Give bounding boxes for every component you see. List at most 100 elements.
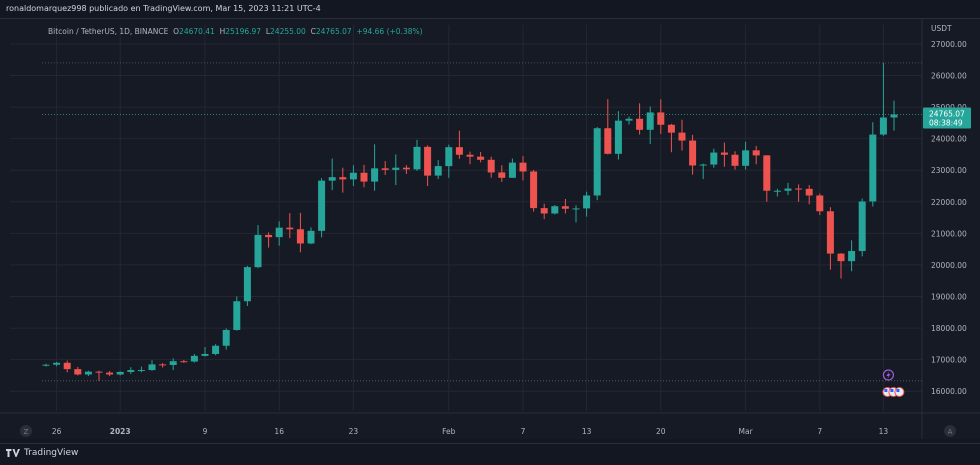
candle-body[interactable]	[190, 355, 198, 362]
candle-body[interactable]	[720, 152, 728, 155]
candle-body[interactable]	[858, 201, 866, 252]
x-tick-label: 20	[656, 427, 666, 436]
countdown-label: 08:38:49	[929, 119, 963, 128]
candle-body[interactable]	[243, 267, 251, 302]
candle-body[interactable]	[127, 370, 135, 372]
auto-scale-button-left[interactable]	[20, 425, 32, 437]
candle-body[interactable]	[498, 172, 506, 178]
candle-body[interactable]	[795, 188, 803, 190]
candle-body[interactable]	[328, 177, 336, 181]
chart-area[interactable]: 27000.0026000.0025000.0024000.0023000.00…	[0, 18, 980, 439]
candle-body[interactable]	[116, 371, 124, 375]
candle-body[interactable]	[879, 117, 887, 135]
currency-label: USDT	[931, 24, 952, 33]
candle-body[interactable]	[519, 162, 527, 172]
candle-body[interactable]	[371, 168, 379, 182]
candle-body[interactable]	[837, 253, 845, 262]
candle-body[interactable]	[826, 211, 834, 254]
candle-body[interactable]	[604, 128, 612, 154]
candle-body[interactable]	[222, 329, 230, 346]
candle-body[interactable]	[742, 150, 750, 166]
candle-body[interactable]	[466, 154, 474, 157]
auto-scale-button-right[interactable]	[944, 425, 956, 437]
candle-body[interactable]	[508, 162, 516, 178]
candle-body[interactable]	[349, 172, 357, 180]
candle-body[interactable]	[212, 345, 220, 354]
candle-body[interactable]	[53, 362, 61, 365]
candle-body[interactable]	[84, 371, 92, 375]
y-tick-label: 20000.00	[931, 261, 967, 270]
y-tick-label: 23000.00	[931, 166, 967, 175]
candle-body[interactable]	[180, 361, 188, 363]
plot-background	[0, 19, 980, 439]
candle-body[interactable]	[42, 364, 50, 366]
candle-body[interactable]	[593, 128, 601, 196]
candle-body[interactable]	[434, 166, 442, 176]
candle-body[interactable]	[63, 362, 71, 370]
candle-body[interactable]	[646, 112, 654, 130]
candle-body[interactable]	[201, 353, 209, 356]
candle-body[interactable]	[286, 227, 294, 230]
candle-body[interactable]	[678, 132, 686, 141]
candle-body[interactable]	[487, 159, 495, 173]
candle-body[interactable]	[561, 206, 569, 209]
candle-body[interactable]	[307, 230, 315, 244]
candle-body[interactable]	[413, 146, 421, 170]
candle-body[interactable]	[540, 208, 548, 214]
candlestick-chart[interactable]: 27000.0026000.0025000.0024000.0023000.00…	[0, 19, 980, 439]
candle-body[interactable]	[392, 167, 400, 170]
candle-body[interactable]	[95, 371, 103, 373]
candle-body[interactable]	[530, 171, 538, 209]
candle-body[interactable]	[169, 361, 177, 366]
symbol-legend: Bitcoin / TetherUS, 1D, BINANCE O24670.4…	[48, 27, 423, 36]
candle-body[interactable]	[763, 155, 771, 191]
tradingview-logo: TradingView	[6, 448, 78, 458]
candle-body[interactable]	[445, 147, 453, 167]
candle-body[interactable]	[318, 180, 326, 231]
candle-body[interactable]	[106, 372, 114, 375]
candle-body[interactable]	[148, 364, 156, 371]
candle-body[interactable]	[890, 114, 898, 118]
candle-body[interactable]	[572, 208, 580, 210]
candle-body[interactable]	[636, 118, 644, 130]
candle-body[interactable]	[710, 152, 718, 165]
candle-body[interactable]	[848, 251, 856, 262]
x-tick-label: 23	[349, 427, 359, 436]
us-flag-icon-canton	[884, 389, 888, 392]
candle-body[interactable]	[424, 146, 432, 176]
candle-body[interactable]	[455, 147, 463, 155]
candle-body[interactable]	[275, 227, 283, 238]
candle-body[interactable]	[805, 188, 813, 196]
candle-body[interactable]	[773, 190, 781, 192]
low-value: 24255.00	[270, 27, 306, 36]
candle-body[interactable]	[816, 195, 824, 212]
candle-body[interactable]	[233, 301, 241, 330]
candle-body[interactable]	[667, 124, 675, 133]
candle-body[interactable]	[752, 150, 760, 156]
lightning-icon-glyph	[886, 371, 891, 379]
candle-body[interactable]	[477, 156, 485, 160]
candle-body[interactable]	[869, 134, 877, 202]
candle-body[interactable]	[254, 234, 262, 268]
candle-body[interactable]	[265, 234, 273, 238]
candle-body[interactable]	[614, 120, 622, 154]
candle-body[interactable]	[137, 370, 145, 372]
candle-body[interactable]	[689, 140, 697, 166]
candle-body[interactable]	[657, 112, 665, 125]
candle-body[interactable]	[731, 154, 739, 166]
candle-body[interactable]	[360, 172, 368, 182]
candle-body[interactable]	[381, 168, 389, 170]
candle-body[interactable]	[296, 229, 304, 244]
candle-body[interactable]	[583, 195, 591, 209]
candle-body[interactable]	[784, 188, 792, 191]
lightning-icon[interactable]	[882, 369, 895, 381]
us-flag-icon-canton	[896, 389, 900, 392]
candle-body[interactable]	[74, 369, 82, 375]
close-label: C	[310, 27, 316, 36]
candle-body[interactable]	[625, 118, 633, 121]
candle-body[interactable]	[339, 177, 347, 180]
candle-body[interactable]	[402, 167, 410, 170]
candle-body[interactable]	[159, 364, 167, 366]
candle-body[interactable]	[699, 164, 707, 166]
candle-body[interactable]	[551, 206, 559, 214]
